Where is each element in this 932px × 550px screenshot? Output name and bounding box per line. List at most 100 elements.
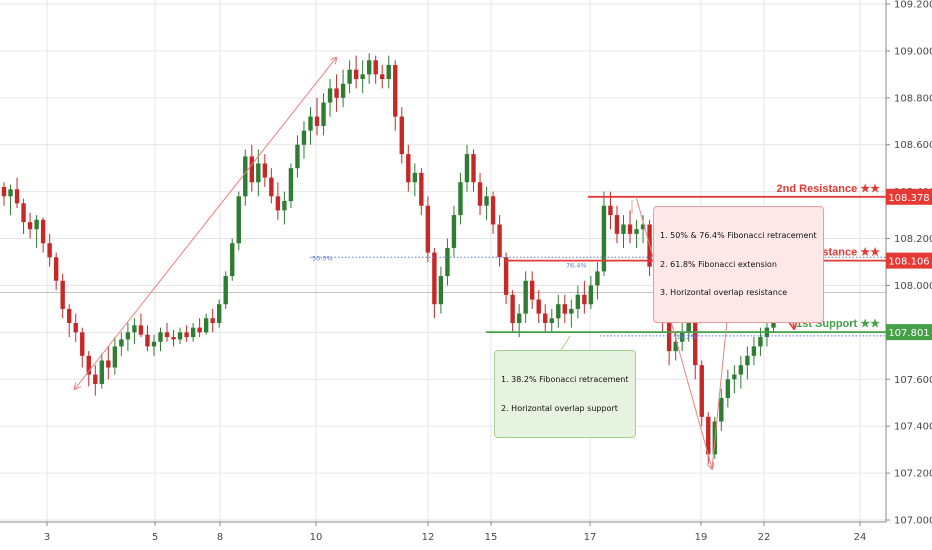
candle xyxy=(549,308,554,333)
candle xyxy=(236,191,241,251)
candle xyxy=(679,322,685,352)
candle xyxy=(393,60,398,131)
candle-body xyxy=(425,205,431,253)
candle-body xyxy=(249,156,254,183)
candle xyxy=(60,273,65,319)
candle xyxy=(243,149,248,206)
candle xyxy=(47,233,52,267)
candle-body xyxy=(353,69,359,80)
candle-body xyxy=(543,313,548,323)
candle xyxy=(634,219,639,248)
resistance-note-line: 1. 50% & 76.4% Fibonacci retracement xyxy=(660,231,817,240)
x-tick-label: 8 xyxy=(217,532,223,543)
candle-body xyxy=(8,189,13,197)
candle-body xyxy=(301,130,307,145)
candle-body xyxy=(758,337,763,347)
level-price-box xyxy=(886,188,932,205)
candle-body xyxy=(432,252,437,305)
x-tick-label: 17 xyxy=(584,532,597,543)
candle xyxy=(8,184,13,216)
candle-body xyxy=(230,243,235,277)
y-tick-label: 108.800 xyxy=(894,93,932,104)
candle-body xyxy=(556,304,561,319)
candle-body xyxy=(14,189,20,204)
support-note-connector xyxy=(559,335,571,353)
y-tick-label: 108.000 xyxy=(894,281,932,292)
candle-body xyxy=(223,276,228,305)
candle xyxy=(327,79,333,117)
candle xyxy=(321,93,326,136)
candle xyxy=(556,294,561,328)
candle-body xyxy=(67,308,72,323)
candle xyxy=(373,55,378,84)
candle-body xyxy=(80,332,85,356)
candle xyxy=(145,325,150,352)
candle xyxy=(719,388,724,431)
candle xyxy=(530,271,535,309)
candle xyxy=(288,163,294,209)
candle-body xyxy=(380,74,385,80)
candle-body xyxy=(308,116,313,131)
candle xyxy=(353,55,359,89)
candle xyxy=(738,355,744,389)
candle xyxy=(699,360,704,427)
candle-body xyxy=(282,201,287,211)
candle-body xyxy=(99,360,105,384)
candle xyxy=(223,271,228,309)
candle xyxy=(53,252,59,291)
candle xyxy=(138,313,144,338)
fib-label: 50.0% xyxy=(312,254,333,262)
y-tick-label: 109.200 xyxy=(894,0,932,11)
candle-body xyxy=(751,346,757,356)
candle xyxy=(588,276,594,309)
x-tick-label: 12 xyxy=(422,532,435,543)
candle-body xyxy=(621,224,626,234)
candle-body xyxy=(27,222,33,230)
candle-body xyxy=(634,229,639,234)
candle-body xyxy=(158,332,163,342)
candle xyxy=(190,322,196,342)
candle xyxy=(380,64,385,89)
support-note-line: 1. 38.2% Fibonacci retracement xyxy=(501,375,629,384)
candle xyxy=(177,327,183,345)
candle xyxy=(666,318,672,366)
candle-body xyxy=(184,332,189,338)
candle xyxy=(1,182,7,206)
candle-body xyxy=(582,294,587,305)
candle-body xyxy=(197,327,202,333)
candle xyxy=(523,271,528,323)
candle xyxy=(112,337,118,375)
x-tick-label: 24 xyxy=(854,532,867,543)
candle xyxy=(621,215,626,248)
candle xyxy=(543,304,548,333)
candle-body xyxy=(269,177,274,197)
candle xyxy=(21,198,26,234)
candle xyxy=(490,191,496,234)
candle xyxy=(106,346,111,380)
candle xyxy=(210,308,215,333)
candle-body xyxy=(125,332,131,340)
candle xyxy=(745,346,750,380)
y-tick-label: 107.200 xyxy=(894,469,932,480)
drop-arrow xyxy=(635,196,712,468)
level-price-value: 108.378 xyxy=(888,193,929,204)
candle xyxy=(275,182,281,220)
candle-body xyxy=(614,215,620,234)
level-label: 2nd Resistance ★★ xyxy=(777,183,881,195)
candle-body xyxy=(719,398,724,422)
candle-body xyxy=(138,325,144,335)
candle xyxy=(484,186,489,220)
resistance-note-line: 2. 61.8% Fibonacci extension xyxy=(660,259,777,269)
candle-body xyxy=(523,280,528,314)
candle xyxy=(386,55,391,89)
candle xyxy=(340,69,346,108)
candle xyxy=(158,327,163,352)
candle-body xyxy=(53,257,59,281)
candle-body xyxy=(366,60,372,75)
candle xyxy=(125,322,131,352)
candle xyxy=(184,325,189,342)
candle-body xyxy=(190,327,196,338)
x-tick-label: 15 xyxy=(485,532,498,543)
candle xyxy=(366,53,372,84)
candle xyxy=(269,168,274,204)
